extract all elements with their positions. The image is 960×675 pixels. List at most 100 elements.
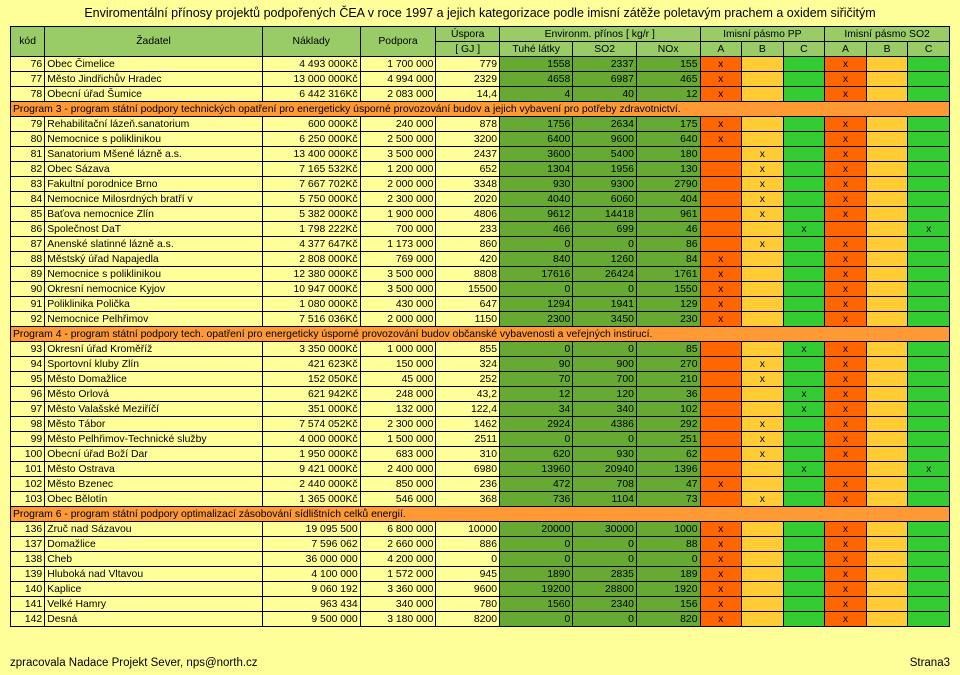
band-cell: x — [825, 72, 867, 87]
cell-kod: 96 — [11, 387, 45, 402]
cell-nox: 62 — [636, 447, 700, 462]
cell-nox: 175 — [636, 117, 700, 132]
cell-usp: 3348 — [436, 177, 500, 192]
cell-nox: 155 — [636, 57, 700, 72]
cell-nox: 73 — [636, 492, 700, 507]
section-title: Program 4 - program státní podpory tech.… — [11, 327, 950, 342]
band-cell: x — [825, 567, 867, 582]
cell-pod: 2 400 000 — [360, 462, 436, 477]
band-cell: x — [825, 597, 867, 612]
band-cell — [742, 87, 784, 102]
cell-usp: 945 — [436, 567, 500, 582]
cell-pod: 3 500 000 — [360, 267, 436, 282]
cell-zadatel: Zruč nad Sázavou — [45, 522, 263, 537]
cell-nox: 292 — [636, 417, 700, 432]
cell-so2: 0 — [573, 342, 637, 357]
cell-zadatel: Cheb — [45, 552, 263, 567]
band-cell — [908, 147, 950, 162]
cell-kod: 85 — [11, 207, 45, 222]
cell-usp: 780 — [436, 597, 500, 612]
cell-kod: 141 — [11, 597, 45, 612]
band-cell — [908, 552, 950, 567]
cell-so2: 120 — [573, 387, 637, 402]
cell-pod: 3 360 000 — [360, 582, 436, 597]
cell-kod: 103 — [11, 492, 45, 507]
cell-tuh: 12 — [499, 387, 572, 402]
cell-zadatel: Město Ostrava — [45, 462, 263, 477]
cell-usp: 3200 — [436, 132, 500, 147]
band-cell — [866, 267, 908, 282]
cell-zadatel: Městský úřad Napajedla — [45, 252, 263, 267]
cell-nox: 46 — [636, 222, 700, 237]
band-cell — [908, 252, 950, 267]
cell-nox: 0 — [636, 552, 700, 567]
cell-tuh: 70 — [499, 372, 572, 387]
band-cell — [742, 117, 784, 132]
band-cell: x — [700, 522, 742, 537]
cell-kod: 87 — [11, 237, 45, 252]
band-cell — [783, 372, 825, 387]
band-cell — [866, 222, 908, 237]
cell-so2: 0 — [573, 237, 637, 252]
cell-nox: 1550 — [636, 282, 700, 297]
cell-so2: 2835 — [573, 567, 637, 582]
section-header-row: Program 6 - program státní podpory optim… — [11, 507, 950, 522]
cell-kod: 95 — [11, 372, 45, 387]
cell-tuh: 9612 — [499, 207, 572, 222]
page-title: Enviromentální přínosy projektů podpořen… — [10, 6, 950, 20]
band-cell: x — [825, 372, 867, 387]
cell-nak: 7 596 062 — [262, 537, 360, 552]
cell-so2: 20940 — [573, 462, 637, 477]
hdr-naklady: Náklady — [262, 27, 360, 57]
band-cell — [866, 477, 908, 492]
band-cell — [700, 222, 742, 237]
cell-so2: 2337 — [573, 57, 637, 72]
band-cell: x — [700, 312, 742, 327]
cell-nox: 210 — [636, 372, 700, 387]
band-cell — [783, 567, 825, 582]
cell-zadatel: Město Tábor — [45, 417, 263, 432]
cell-nak: 10 947 000Kč — [262, 282, 360, 297]
cell-usp: 10000 — [436, 522, 500, 537]
hdr-so2: SO2 — [573, 42, 637, 57]
cell-pod: 683 000 — [360, 447, 436, 462]
hdr-tuhe: Tuhé látky — [499, 42, 572, 57]
cell-so2: 699 — [573, 222, 637, 237]
band-cell — [742, 387, 784, 402]
band-cell — [783, 162, 825, 177]
cell-tuh: 0 — [499, 342, 572, 357]
cell-nox: 1920 — [636, 582, 700, 597]
section-header-row: Program 3 - program státní podpory techn… — [11, 102, 950, 117]
cell-usp: 2329 — [436, 72, 500, 87]
cell-kod: 101 — [11, 462, 45, 477]
band-cell: x — [825, 267, 867, 282]
band-cell — [783, 87, 825, 102]
cell-nox: 2790 — [636, 177, 700, 192]
table-row: 103Obec Bělotín1 365 000Kč546 0003687361… — [11, 492, 950, 507]
band-cell — [908, 357, 950, 372]
cell-nak: 13 000 000Kč — [262, 72, 360, 87]
cell-nak: 152 050Kč — [262, 372, 360, 387]
cell-usp: 324 — [436, 357, 500, 372]
cell-kod: 94 — [11, 357, 45, 372]
hdr-ps-a: A — [825, 42, 867, 57]
band-cell: x — [700, 582, 742, 597]
band-cell: x — [825, 312, 867, 327]
cell-pod: 4 994 000 — [360, 72, 436, 87]
band-cell: x — [825, 492, 867, 507]
cell-nox: 36 — [636, 387, 700, 402]
band-cell: x — [825, 87, 867, 102]
table-row: 84Nemocnice Milosrdných bratří v5 750 00… — [11, 192, 950, 207]
cell-usp: 420 — [436, 252, 500, 267]
footer-left: zpracovala Nadace Projekt Sever, nps@nor… — [10, 657, 258, 669]
cell-pod: 150 000 — [360, 357, 436, 372]
cell-tuh: 1890 — [499, 567, 572, 582]
cell-kod: 76 — [11, 57, 45, 72]
band-cell — [908, 297, 950, 312]
table-row: 141Velké Hamry963 434340 000780156023401… — [11, 597, 950, 612]
band-cell — [908, 267, 950, 282]
cell-tuh: 0 — [499, 237, 572, 252]
band-cell — [783, 207, 825, 222]
table-row: 80Nemocnice s poliklinikou6 250 000Kč2 5… — [11, 132, 950, 147]
cell-pod: 248 000 — [360, 387, 436, 402]
